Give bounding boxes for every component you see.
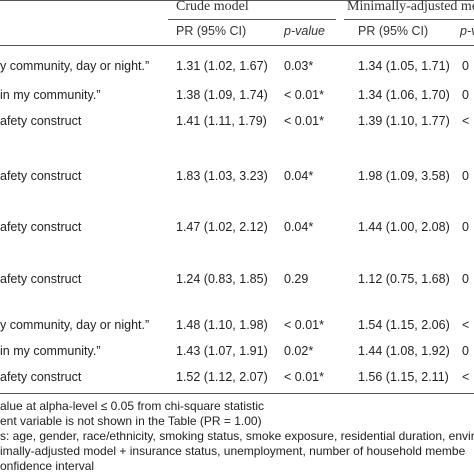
footnote-3: s: age, gender, race/ethnicity, smoking … — [0, 429, 474, 443]
footnote-1: alue at alpha-level ≤ 0.05 from chi-squa… — [0, 399, 265, 413]
minimal-pr-cell: 1.98 (1.09, 3.58) — [358, 169, 450, 183]
minimal-p-cell: 0 — [462, 220, 469, 234]
crude-p-cell: < 0.01* — [284, 114, 324, 128]
minimal-pr-cell: 1.54 (1.15, 2.06) — [358, 318, 450, 332]
footnote-2: ent variable is not shown in the Table (… — [0, 414, 262, 428]
crude-underline — [168, 19, 336, 20]
minimal-pr-cell: 1.44 (1.00, 2.08) — [358, 220, 450, 234]
minimal-p-cell: 0 — [462, 169, 469, 183]
minimal-pr-cell: 1.12 (0.75, 1.68) — [358, 272, 450, 286]
crude-pr-cell: 1.24 (0.83, 1.85) — [176, 272, 268, 286]
footnote-5: onfidence interval — [0, 459, 95, 473]
row-label: in my community.” — [0, 88, 101, 102]
col-p-minimal: p-va — [460, 24, 474, 38]
row-label: y community, day or night.” — [0, 318, 150, 332]
col-pr-crude: PR (95% CI) — [176, 24, 247, 38]
crude-pr-cell: 1.31 (1.02, 1.67) — [176, 59, 268, 73]
crude-pr-cell: 1.83 (1.03, 3.23) — [176, 169, 268, 183]
minimal-underline — [344, 19, 474, 20]
crude-p-cell: 0.03* — [284, 59, 314, 73]
row-label: afety construct — [0, 370, 82, 384]
row-label: afety construct — [0, 169, 82, 183]
minimal-p-cell: 0 — [462, 344, 469, 358]
crude-p-cell: 0.04* — [284, 169, 314, 183]
crude-p-cell: 0.02* — [284, 344, 314, 358]
crude-pr-cell: 1.48 (1.10, 1.98) — [176, 318, 268, 332]
row-label: y community, day or night.” — [0, 59, 150, 73]
crude-pr-cell: 1.38 (1.09, 1.74) — [176, 88, 268, 102]
group-header-crude: Crude model — [176, 0, 249, 14]
crude-pr-cell: 1.52 (1.12, 2.07) — [176, 370, 268, 384]
minimal-pr-cell: 1.39 (1.10, 1.77) — [358, 114, 450, 128]
bottom-rule — [0, 393, 474, 394]
minimal-p-cell: < — [462, 318, 470, 332]
crude-pr-cell: 1.47 (1.02, 2.12) — [176, 220, 268, 234]
group-header-minimal: Minimally-adjusted me — [347, 0, 474, 14]
row-label: afety construct — [0, 114, 82, 128]
crude-p-cell: 0.04* — [284, 220, 314, 234]
header-rule — [0, 45, 474, 46]
minimal-pr-cell: 1.34 (1.06, 1.70) — [358, 88, 450, 102]
minimal-p-cell: 0 — [462, 272, 469, 286]
footnote-4: imally-adjusted model + insurance status… — [0, 444, 466, 458]
crude-p-cell: < 0.01* — [284, 318, 324, 332]
minimal-p-cell: < — [462, 114, 470, 128]
crude-pr-cell: 1.43 (1.07, 1.91) — [176, 344, 268, 358]
minimal-pr-cell: 1.44 (1.08, 1.92) — [358, 344, 450, 358]
crude-pr-cell: 1.41 (1.11, 1.79) — [176, 114, 267, 128]
crude-p-cell: < 0.01* — [284, 88, 324, 102]
minimal-p-cell: 0 — [462, 88, 469, 102]
crude-p-cell: < 0.01* — [284, 370, 324, 384]
col-p-crude: p-value — [284, 24, 325, 38]
row-label: afety construct — [0, 220, 82, 234]
minimal-pr-cell: 1.56 (1.15, 2.11) — [358, 370, 449, 384]
minimal-p-cell: 0 — [462, 59, 469, 73]
top-rule — [0, 0, 474, 1]
minimal-p-cell: < — [462, 370, 470, 384]
minimal-pr-cell: 1.34 (1.05, 1.71) — [358, 59, 450, 73]
row-label: in my community.” — [0, 344, 101, 358]
row-label: afety construct — [0, 272, 82, 286]
col-pr-minimal: PR (95% CI) — [358, 24, 429, 38]
crude-p-cell: 0.29 — [284, 272, 309, 286]
